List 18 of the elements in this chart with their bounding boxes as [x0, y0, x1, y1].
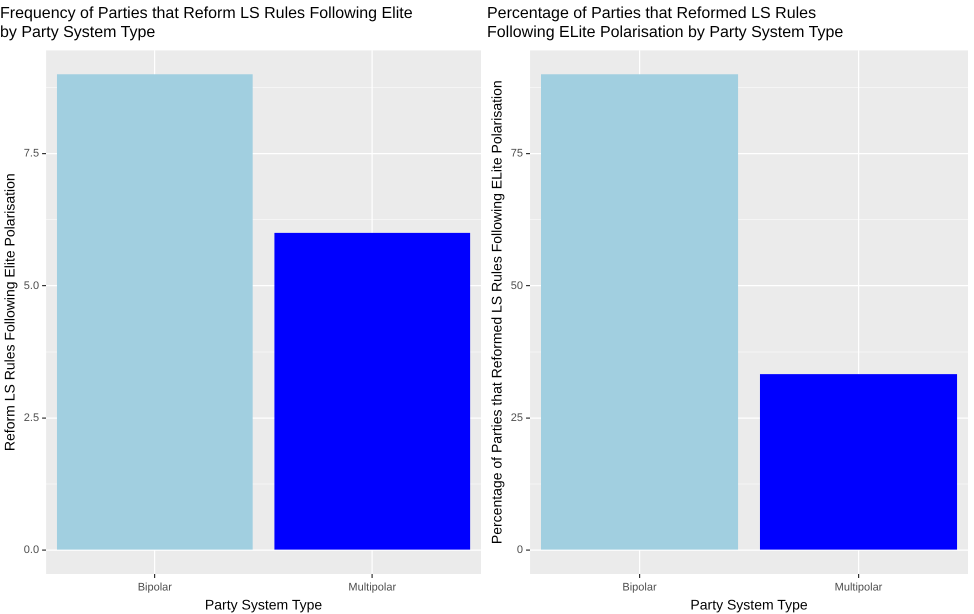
y-tick-label: 2.5 — [24, 412, 40, 424]
y-axis-title: Reform LS Rules Following Elite Polarisation — [1, 173, 18, 452]
x-tick-label: Bipolar — [622, 582, 657, 594]
y-tick-label: 50 — [510, 280, 524, 292]
y-tick-label: 5.0 — [24, 280, 40, 292]
y-tick-label: 0 — [516, 544, 524, 556]
x-axis-title: Party System Type — [204, 596, 322, 612]
x-axis-title: Party System Type — [690, 596, 808, 612]
y-axis-title: Percentage of Parties that Reformed LS Rules Following ELite Polarisation — [488, 80, 504, 544]
y-tick-label: 25 — [510, 412, 524, 424]
y-tick-label: 75 — [510, 148, 524, 160]
x-tick-label: Bipolar — [138, 582, 172, 594]
x-tick-label: Multipolar — [348, 582, 396, 594]
x-tick-label: Multipolar — [834, 582, 883, 594]
chart-title: Frequency of Parties that Reform LS Rules Following Elite by Party System Type — [0, 5, 413, 42]
chart-title: Percentage of Parties that Reformed LS Rules Following ELite Polarisation by Party System Type — [487, 5, 844, 42]
y-tick-label: 0.0 — [24, 544, 40, 556]
y-tick-label: 7.5 — [24, 148, 40, 160]
